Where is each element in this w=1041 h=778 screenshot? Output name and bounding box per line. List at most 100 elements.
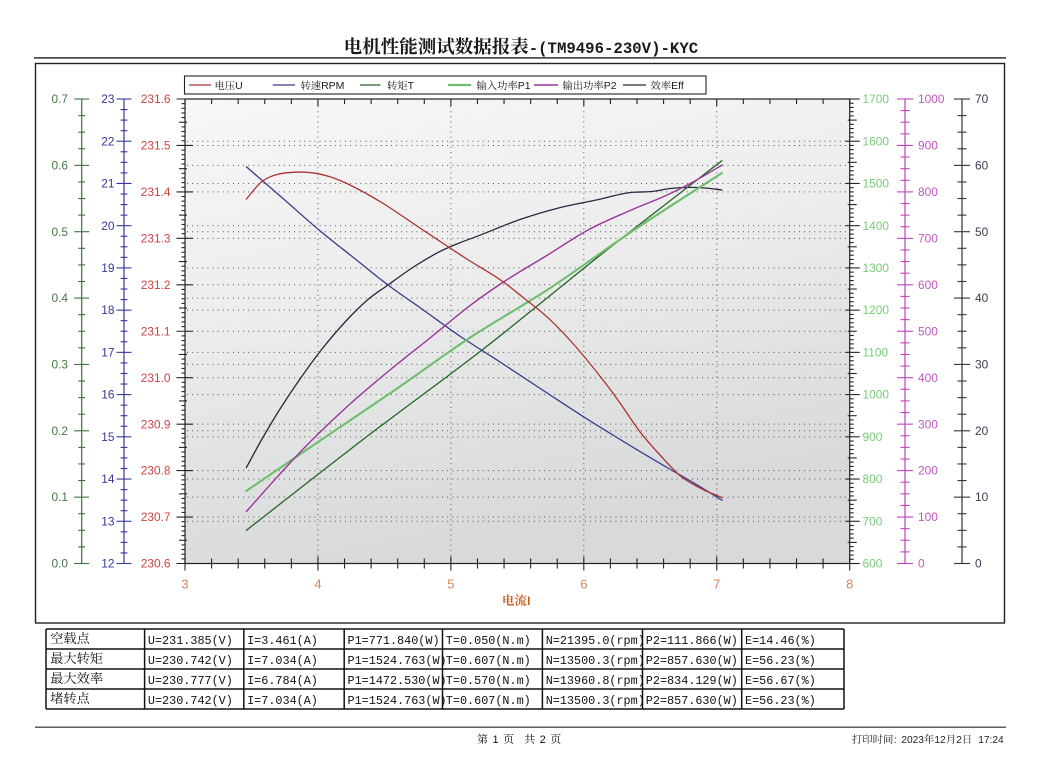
svg-text:U=230.742(V): U=230.742(V) xyxy=(148,654,233,668)
svg-text:E=14.46(%): E=14.46(%) xyxy=(745,634,816,648)
svg-text:231.2: 231.2 xyxy=(141,278,171,292)
svg-text:1300: 1300 xyxy=(863,261,890,275)
svg-text:800: 800 xyxy=(918,185,938,199)
svg-text:P2=857.630(W): P2=857.630(W) xyxy=(646,654,738,668)
svg-text:P1: P1 xyxy=(518,80,531,92)
svg-text:4: 4 xyxy=(314,576,321,591)
svg-text:30: 30 xyxy=(975,358,989,372)
svg-text::: : xyxy=(894,735,897,746)
svg-text:700: 700 xyxy=(918,231,938,245)
svg-text:230.9: 230.9 xyxy=(141,417,171,431)
svg-text:13: 13 xyxy=(101,514,115,528)
svg-text:231.0: 231.0 xyxy=(141,371,171,385)
svg-text:230.6: 230.6 xyxy=(141,557,171,571)
svg-text:700: 700 xyxy=(863,514,883,528)
svg-text:P2=834.129(W): P2=834.129(W) xyxy=(646,674,738,688)
svg-text:18: 18 xyxy=(101,303,115,317)
svg-text:N=13500.3(rpm): N=13500.3(rpm) xyxy=(546,654,645,668)
svg-text:10: 10 xyxy=(975,490,989,504)
svg-text:17: 17 xyxy=(101,345,115,359)
svg-text:0.3: 0.3 xyxy=(51,358,68,372)
svg-text:-(TM9496-230V)-KYC: -(TM9496-230V)-KYC xyxy=(529,40,698,58)
svg-text:P1=1472.530(W): P1=1472.530(W) xyxy=(348,674,447,688)
svg-text:0: 0 xyxy=(918,557,925,571)
svg-text:I=7.034(A): I=7.034(A) xyxy=(247,654,318,668)
svg-text:600: 600 xyxy=(918,278,938,292)
svg-text:P2: P2 xyxy=(604,80,617,92)
svg-text:U: U xyxy=(235,80,243,92)
svg-text:P1=1524.763(W): P1=1524.763(W) xyxy=(348,694,447,708)
svg-text:8: 8 xyxy=(846,576,853,591)
svg-text:17:24: 17:24 xyxy=(978,735,1004,746)
svg-text:16: 16 xyxy=(101,388,115,402)
svg-text:E=56.23(%): E=56.23(%) xyxy=(745,694,816,708)
svg-text:1000: 1000 xyxy=(918,92,945,106)
svg-text:N=13960.8(rpm): N=13960.8(rpm) xyxy=(546,674,645,688)
svg-text:1400: 1400 xyxy=(863,219,890,233)
svg-text:T=0.607(N.m): T=0.607(N.m) xyxy=(446,654,531,668)
svg-text:E=56.23(%): E=56.23(%) xyxy=(745,654,816,668)
svg-text:900: 900 xyxy=(918,139,938,153)
svg-text:I: I xyxy=(527,596,530,608)
svg-text:70: 70 xyxy=(975,92,989,106)
svg-text:12: 12 xyxy=(934,735,946,746)
svg-text:0: 0 xyxy=(975,557,982,571)
svg-text:50: 50 xyxy=(975,225,989,239)
svg-text:U=231.385(V): U=231.385(V) xyxy=(148,634,233,648)
svg-text:0.7: 0.7 xyxy=(51,92,68,106)
svg-text:T=0.607(N.m): T=0.607(N.m) xyxy=(446,694,531,708)
svg-text:300: 300 xyxy=(918,417,938,431)
svg-text:231.6: 231.6 xyxy=(141,92,171,106)
svg-text:U=230.742(V): U=230.742(V) xyxy=(148,694,233,708)
svg-text:0.1: 0.1 xyxy=(51,490,68,504)
svg-text:P1=1524.763(W): P1=1524.763(W) xyxy=(348,654,447,668)
svg-text:0.2: 0.2 xyxy=(51,424,68,438)
svg-text:500: 500 xyxy=(918,324,938,338)
svg-text:1500: 1500 xyxy=(863,177,890,191)
svg-text:230.8: 230.8 xyxy=(141,464,171,478)
svg-text:231.1: 231.1 xyxy=(141,324,171,338)
svg-text:T=0.570(N.m): T=0.570(N.m) xyxy=(446,674,531,688)
svg-text:200: 200 xyxy=(918,464,938,478)
svg-text:231.3: 231.3 xyxy=(141,231,171,245)
svg-text:400: 400 xyxy=(918,371,938,385)
svg-text:7: 7 xyxy=(713,576,720,591)
svg-text:12: 12 xyxy=(101,557,115,571)
svg-text:1600: 1600 xyxy=(863,134,890,148)
svg-text:40: 40 xyxy=(975,291,989,305)
svg-text:0.4: 0.4 xyxy=(51,291,68,305)
svg-text:5: 5 xyxy=(447,576,454,591)
svg-text:RPM: RPM xyxy=(321,80,344,92)
svg-text:I=7.034(A): I=7.034(A) xyxy=(247,694,318,708)
svg-text:3: 3 xyxy=(181,576,188,591)
svg-text:21: 21 xyxy=(101,177,115,191)
svg-text:15: 15 xyxy=(101,430,115,444)
svg-text:19: 19 xyxy=(101,261,115,275)
svg-text:I=3.461(A): I=3.461(A) xyxy=(247,634,318,648)
svg-text:20: 20 xyxy=(101,219,115,233)
svg-text:E=56.67(%): E=56.67(%) xyxy=(745,674,816,688)
svg-text:2: 2 xyxy=(956,735,962,746)
svg-text:P1=771.840(W): P1=771.840(W) xyxy=(348,634,440,648)
svg-text:N=13500.3(rpm): N=13500.3(rpm) xyxy=(546,694,645,708)
svg-text:1000: 1000 xyxy=(863,388,890,402)
svg-text:1: 1 xyxy=(493,734,499,746)
svg-text:60: 60 xyxy=(975,158,989,172)
svg-text:U=230.777(V): U=230.777(V) xyxy=(148,674,233,688)
svg-text:231.5: 231.5 xyxy=(141,139,171,153)
svg-text:2: 2 xyxy=(540,734,546,746)
svg-text:T=0.050(N.m): T=0.050(N.m) xyxy=(446,634,531,648)
svg-text:Eff: Eff xyxy=(671,80,684,92)
svg-text:1100: 1100 xyxy=(863,345,889,359)
svg-text:T: T xyxy=(408,80,415,92)
svg-text:0.6: 0.6 xyxy=(51,158,68,172)
svg-text:2023: 2023 xyxy=(901,735,924,746)
svg-text:20: 20 xyxy=(975,424,989,438)
svg-text:6: 6 xyxy=(580,576,587,591)
svg-text:800: 800 xyxy=(863,472,883,486)
svg-text:230.7: 230.7 xyxy=(141,510,171,524)
svg-text:900: 900 xyxy=(863,430,883,444)
svg-text:600: 600 xyxy=(863,557,883,571)
svg-text:P2=111.866(W): P2=111.866(W) xyxy=(646,634,738,648)
svg-text:0.5: 0.5 xyxy=(51,225,68,239)
